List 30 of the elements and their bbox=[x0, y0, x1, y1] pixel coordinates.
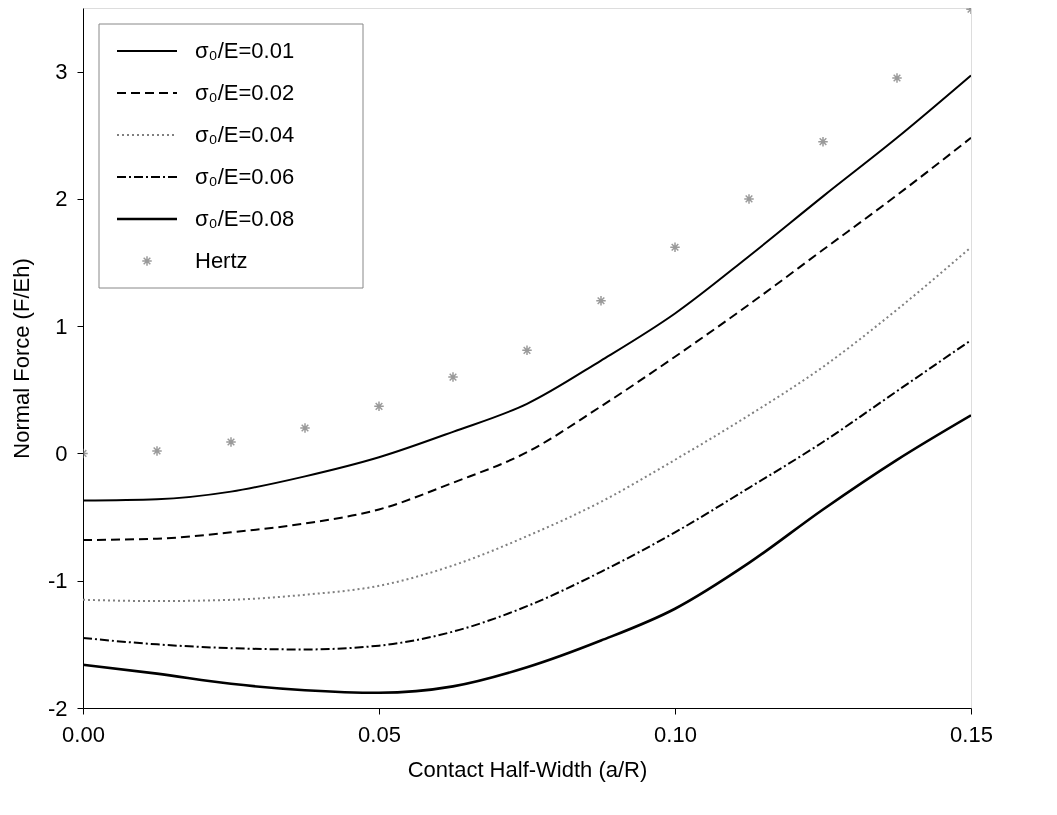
x-tick-label: 0.15 bbox=[950, 721, 993, 747]
point bbox=[669, 241, 681, 253]
point bbox=[595, 295, 607, 307]
y-tick-label: -1 bbox=[47, 568, 68, 594]
y-tick-label: 1 bbox=[55, 313, 68, 339]
legend-label: σ₀/E=0.02 bbox=[195, 80, 295, 105]
y-tick-label: 2 bbox=[55, 186, 68, 212]
y-tick-label: 3 bbox=[55, 59, 68, 85]
x-tick-label: 0.00 bbox=[62, 721, 105, 747]
line-series bbox=[83, 246, 971, 603]
point bbox=[225, 436, 237, 448]
point bbox=[299, 422, 311, 434]
point bbox=[373, 400, 385, 412]
y-tick-label: -2 bbox=[47, 695, 68, 721]
legend-label: Hertz bbox=[195, 248, 248, 273]
x-axis-title: Contact Half-Width (a/R) bbox=[407, 756, 648, 782]
x-tick-label: 0.10 bbox=[654, 721, 697, 747]
legend-label: σ₀/E=0.01 bbox=[195, 38, 295, 63]
legend-label: σ₀/E=0.04 bbox=[195, 122, 295, 147]
point bbox=[743, 193, 755, 205]
point bbox=[521, 344, 533, 356]
legend-label: σ₀/E=0.06 bbox=[195, 164, 295, 189]
point bbox=[891, 72, 903, 84]
point bbox=[447, 371, 459, 383]
y-axis-title: Normal Force (F/Eh) bbox=[8, 258, 34, 459]
point bbox=[151, 445, 163, 457]
y-tick-label: 0 bbox=[55, 440, 68, 466]
point bbox=[817, 136, 829, 148]
x-tick-label: 0.05 bbox=[358, 721, 401, 747]
legend-label: σ₀/E=0.08 bbox=[195, 206, 295, 231]
